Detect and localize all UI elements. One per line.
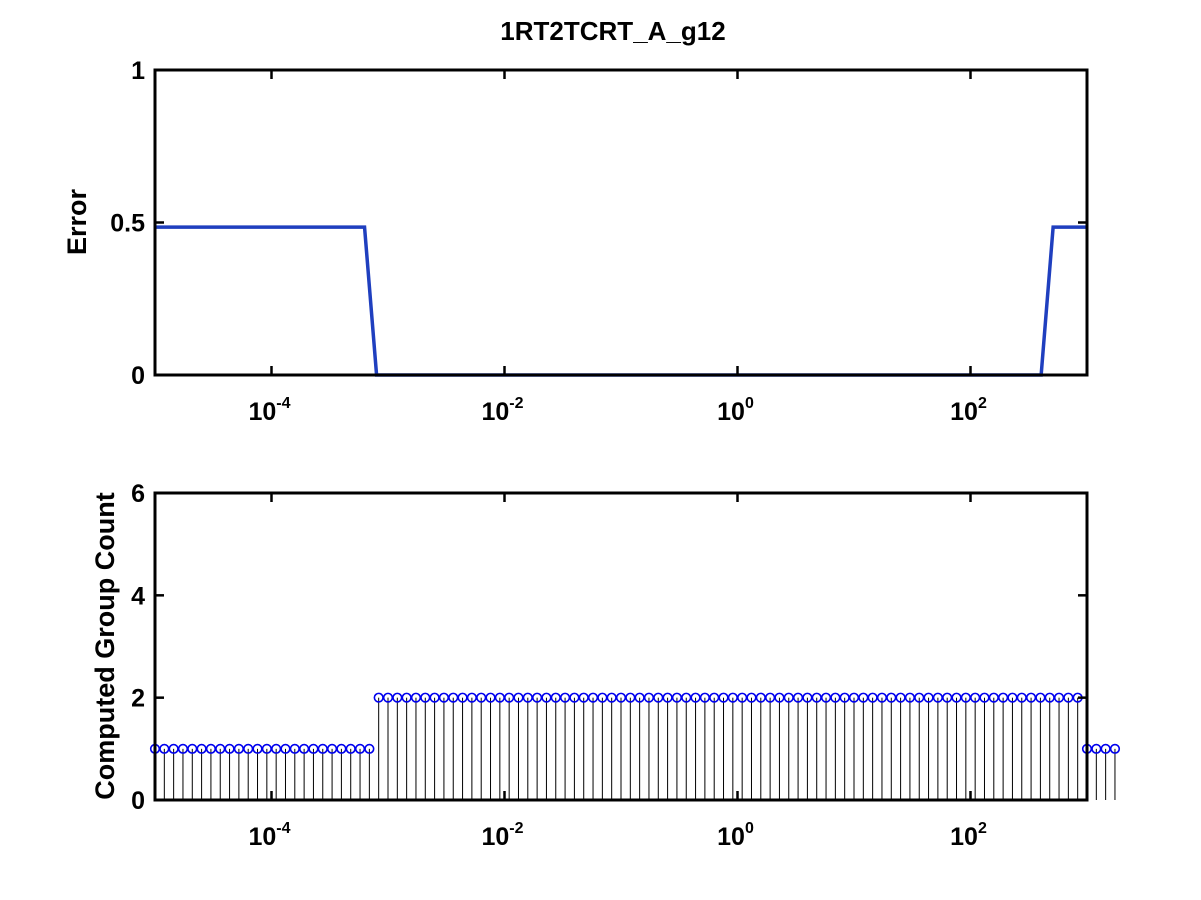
group-count-x-tick-label: 10-4 bbox=[248, 820, 290, 851]
error-x-tick-exponent: 2 bbox=[978, 395, 987, 412]
error-x-tick-exponent: -4 bbox=[276, 395, 290, 412]
error-y-tick-label: 0 bbox=[131, 362, 145, 390]
group-count-y-tick-label: 6 bbox=[131, 480, 145, 508]
error-x-tick-label: 10-4 bbox=[248, 395, 290, 426]
error-x-tick-label: 10-2 bbox=[481, 395, 523, 426]
group-count-y-tick-label: 4 bbox=[131, 582, 145, 610]
group-count-x-tick-exponent: -2 bbox=[509, 820, 523, 837]
error-x-tick-label: 100 bbox=[717, 395, 754, 426]
error-y-tick-label: 0.5 bbox=[110, 210, 145, 238]
group-count-x-tick-exponent: -4 bbox=[276, 820, 290, 837]
group-count-x-tick-base: 10 bbox=[717, 823, 745, 851]
error-x-tick-base: 10 bbox=[717, 398, 745, 426]
error-x-tick-exponent: 0 bbox=[745, 395, 754, 412]
error-y-tick-label: 1 bbox=[131, 57, 145, 85]
group-count-x-tick-exponent: 0 bbox=[745, 820, 754, 837]
group-count-x-tick-base: 10 bbox=[248, 823, 276, 851]
chart-title: 1RT2TCRT_A_g12 bbox=[500, 16, 725, 46]
error-x-tick-base: 10 bbox=[950, 398, 978, 426]
error-x-tick-base: 10 bbox=[248, 398, 276, 426]
error-x-tick-base: 10 bbox=[481, 398, 509, 426]
group-count-series bbox=[149, 692, 1121, 800]
group-count-x-tick-base: 10 bbox=[481, 823, 509, 851]
group-count-axes-frame bbox=[153, 491, 1089, 802]
group-count-x-tick-label: 100 bbox=[717, 820, 754, 851]
group-count-y-tick-label: 0 bbox=[131, 787, 145, 815]
stem-marker bbox=[364, 743, 375, 754]
error-x-tick-exponent: -2 bbox=[509, 395, 523, 412]
group-count-x-tick-label: 102 bbox=[950, 820, 987, 851]
group-count-x-tick-base: 10 bbox=[950, 823, 978, 851]
error-y-axis-label: Error bbox=[62, 188, 92, 255]
group-count-x-tick-exponent: 2 bbox=[978, 820, 987, 837]
group-count-y-axis-label: Computed Group Count bbox=[90, 492, 120, 799]
error-x-tick-label: 102 bbox=[950, 395, 987, 426]
group-count-x-tick-label: 10-2 bbox=[481, 820, 523, 851]
stem-marker bbox=[1109, 743, 1121, 754]
error-axes-frame bbox=[153, 68, 1089, 377]
group-count-y-tick-label: 2 bbox=[131, 685, 145, 713]
